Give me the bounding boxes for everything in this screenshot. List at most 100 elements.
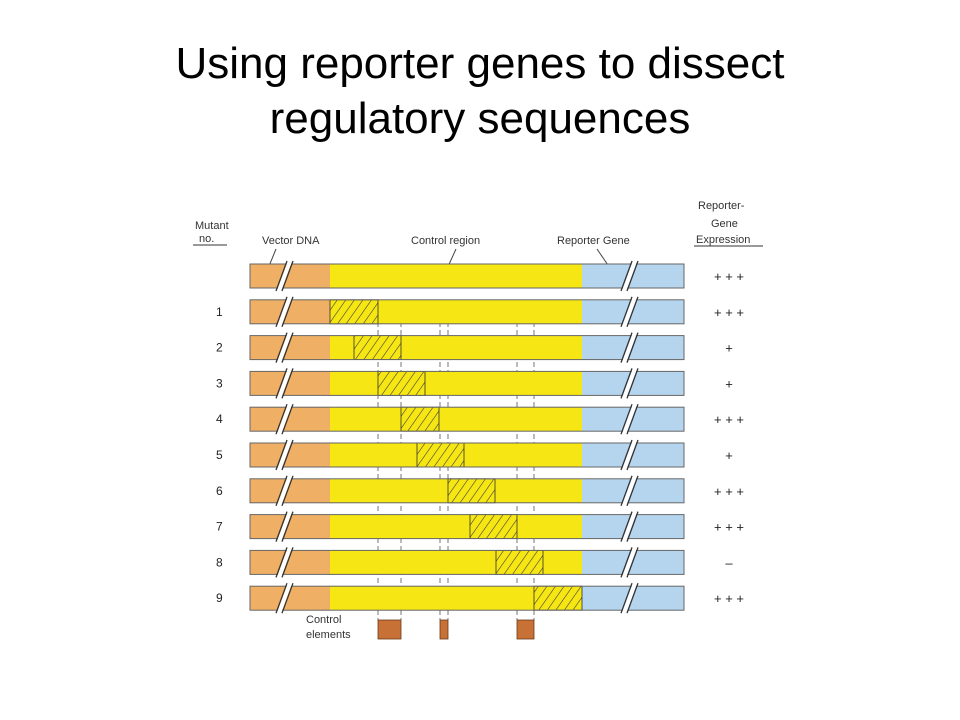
construct-outline [249, 335, 685, 361]
header-mutant-line-2: no. [199, 233, 214, 245]
control-element-guides [377, 322, 535, 620]
break-mark [626, 403, 639, 435]
break-mark [626, 582, 639, 614]
break-gap [277, 546, 292, 579]
break-mark [626, 475, 639, 507]
break-gap [277, 260, 292, 292]
label-control-elements-line-2: elements [306, 629, 351, 641]
break-mark [275, 582, 288, 614]
mutant-number: 3 [216, 376, 223, 390]
expression-level: + [725, 376, 733, 391]
break-mark [275, 511, 288, 542]
break-mark [275, 260, 288, 292]
break-mark [620, 296, 633, 328]
construct-row: 3 + [216, 367, 733, 400]
mutated-segment [533, 585, 583, 611]
title-line-1: Using reporter genes to dissect [175, 39, 785, 88]
control-region-segment [330, 407, 582, 432]
construct-row: 5 + [216, 439, 733, 471]
break-mark [626, 547, 639, 578]
break-mark [620, 368, 633, 399]
break-gap [622, 510, 637, 543]
break-mark [275, 332, 288, 363]
label-reporter-gene: Reporter Gene [557, 235, 630, 247]
mutated-segment [400, 406, 440, 432]
construct-row: 8– [216, 546, 733, 579]
construct-outline [249, 549, 685, 575]
expression-level: + [725, 341, 733, 356]
expression-level: + + + [714, 412, 744, 427]
construct-rows: + + +1 + + +2 +3 +4 + + +5 +6 + + +7 + + +8 –9 + … [216, 260, 744, 614]
break-mark [275, 439, 288, 471]
break-gap [622, 403, 637, 435]
mutant-number: 8 [216, 555, 223, 569]
break-gap [622, 475, 637, 507]
break-mark [620, 547, 633, 578]
break-gap [622, 582, 637, 614]
break-mark [626, 368, 639, 399]
expression-level: – [725, 555, 733, 570]
mutated-segment [353, 335, 402, 361]
break-mark [275, 547, 288, 578]
header-expression-line-3: Expression [696, 234, 750, 246]
expression-level: + + + [714, 484, 744, 499]
break-mark [281, 332, 294, 363]
break-mark [281, 403, 294, 435]
mutated-segment [329, 299, 379, 325]
break-mark [281, 475, 294, 507]
break-gap [277, 439, 292, 471]
construct-outline [249, 406, 685, 432]
label-control-elements-line-1: Control [306, 614, 341, 626]
break-mark [275, 475, 288, 507]
construct-outline [249, 585, 685, 611]
construct-row: 2 + [216, 331, 733, 364]
header-expression-line-1: Reporter- [698, 200, 745, 212]
break-mark [281, 511, 294, 542]
break-mark [620, 475, 633, 507]
break-gap [277, 367, 292, 400]
break-gap [622, 260, 637, 292]
slide-title: Using reporter genes to dissect regulato… [0, 36, 960, 146]
break-mark [281, 547, 294, 578]
construct-row: 6 + + + [216, 475, 744, 507]
break-mark [281, 582, 294, 614]
break-gap [622, 331, 637, 364]
control-element-3 [516, 619, 535, 640]
break-gap [277, 296, 292, 328]
construct-row: 1 + + + [216, 296, 744, 328]
break-mark [281, 296, 294, 328]
break-mark [275, 403, 288, 435]
break-gap [277, 403, 292, 435]
construct-outline [249, 442, 685, 468]
expression-level: + + + [714, 591, 744, 606]
construct-outline [249, 263, 685, 289]
mutant-number: 2 [216, 341, 223, 355]
control-element-2 [439, 619, 449, 640]
break-mark [620, 439, 633, 471]
control-region-segment [330, 371, 582, 396]
mutant-number: 4 [216, 412, 223, 426]
mutated-segment [495, 550, 544, 575]
construct-row: 4 + + + [216, 403, 744, 435]
control-region-segment [330, 264, 582, 288]
break-gap [622, 546, 637, 579]
break-gap [277, 582, 292, 614]
construct-outline [249, 299, 685, 325]
break-mark [620, 332, 633, 363]
mutated-segment [447, 478, 496, 504]
break-gap [622, 296, 637, 328]
break-gap [277, 475, 292, 507]
label-vector-dna: Vector DNA [262, 235, 320, 247]
control-element-1 [377, 619, 402, 640]
construct-outline [249, 478, 685, 504]
break-mark [275, 368, 288, 399]
break-mark [281, 260, 294, 292]
break-mark [620, 403, 633, 435]
construct-outline [249, 370, 685, 396]
control-region-segment [330, 550, 582, 575]
construct-row: 9 + + + [216, 582, 744, 614]
break-mark [620, 260, 633, 292]
mutant-number: 5 [216, 448, 223, 462]
break-mark [281, 368, 294, 399]
